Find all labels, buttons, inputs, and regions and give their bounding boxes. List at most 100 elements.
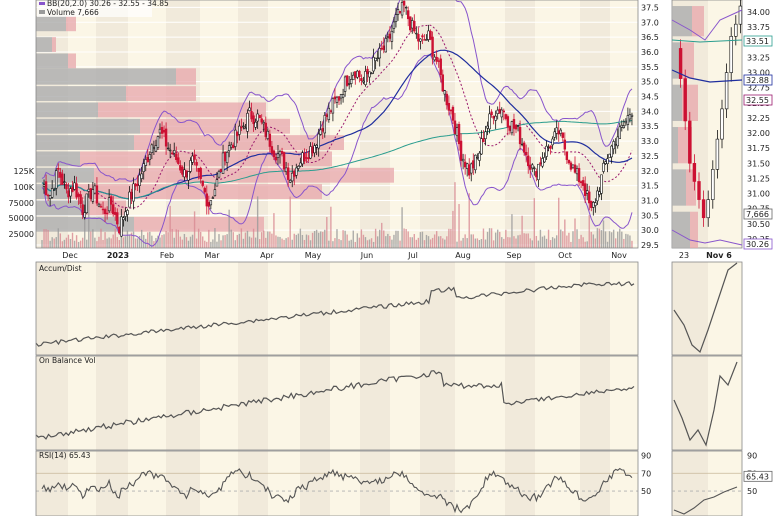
volume-bar [208,229,210,248]
volume-bar [240,228,243,248]
candle [559,129,562,134]
volume-bar [484,239,487,248]
volume-bar [169,205,171,248]
vbp-bar-up [36,16,66,32]
volume-bar [328,240,330,248]
price-tick-label: 36.0 [641,48,659,57]
volume-bar [226,234,228,248]
vbp-bar-down [66,16,76,32]
x-tick-label: Apr [260,251,275,260]
volume-bar [277,236,279,248]
zoom-vbp-down [686,169,696,206]
candle [449,109,453,112]
volume-bar [614,238,617,248]
vbp-bar-down [98,102,266,118]
volume-bar [108,237,110,248]
candle [81,204,84,215]
volume-bar [454,182,456,248]
volume-bar [584,241,586,248]
price-tick-label: 36.5 [641,33,659,42]
volume-bar [478,240,481,248]
volume-bar [338,239,340,248]
candle [297,165,300,169]
zoom-price-tick: 30.50 [747,220,770,229]
volume-bar [228,209,230,248]
candle [44,181,48,196]
volume-bar [499,231,501,248]
zoom-bb-upper [671,9,743,41]
candle [512,119,516,129]
x-tick-label: Jun [360,251,374,260]
month-band [166,262,200,355]
month-band [300,356,330,450]
candle [425,39,428,41]
candle [421,35,424,38]
vbp-bar-up [36,53,68,69]
candle [118,226,121,234]
zoom-candle [697,181,701,200]
volume-bar [138,235,141,248]
month-band [166,451,200,516]
month-band [96,451,128,516]
vbp-bar-down [94,167,394,183]
candle [191,155,194,163]
candle [539,162,542,165]
legend-volume: Volume 7,666 [47,8,99,17]
zoom-candle [724,72,729,110]
volume-bar [403,228,405,248]
candle [254,121,257,128]
volume-bar [631,240,633,248]
candle [138,174,141,186]
volume-bar [460,240,462,248]
volume-bar [572,231,574,248]
candle [616,136,619,147]
zoom-value-tag: 30.26 [746,240,769,249]
accum-dist-line [35,281,635,347]
candle [419,38,422,42]
x-tick-label: Feb [160,251,174,260]
volume-bar [586,241,588,248]
volume-bar [51,237,53,248]
volume-bar [598,228,601,248]
candle [114,211,117,215]
candle [384,38,388,53]
zoom-price-tick: 31.25 [747,174,770,183]
volume-bar [464,234,466,248]
candle [238,125,241,135]
zoom-rsi-tag: 65.43 [746,472,769,481]
legend-swatch-volume [39,10,45,14]
volume-bar [332,241,334,248]
volume-bar [387,233,389,248]
candle [575,168,579,175]
candle [262,122,265,125]
candle [144,159,147,166]
x-tick-label: Dec [62,251,77,260]
zoom-price-tick: 33.25 [747,53,770,62]
volume-bar [555,235,558,248]
candle [461,158,465,162]
candle [164,128,168,147]
candle [457,124,461,145]
zoom-vbp-up [672,169,686,206]
volume-tick-label: 100K [13,183,34,192]
volume-bar [320,231,322,248]
vbp-bar-up [36,167,94,183]
volume-bar [124,236,127,248]
volume-bar [527,233,529,248]
candle [185,170,188,178]
candle [250,111,253,120]
candle [628,114,632,120]
panel-border [35,261,639,356]
candle [435,56,438,62]
candle [325,114,329,117]
volume-bar [340,240,342,248]
volume-bar [171,228,173,248]
candle [278,150,282,156]
candle [248,107,251,111]
zoom-panel-border [671,0,743,249]
month-band [360,356,390,450]
volume-bar [440,236,442,248]
candle [374,57,377,62]
volume-bar [167,232,169,248]
candle [341,94,345,98]
